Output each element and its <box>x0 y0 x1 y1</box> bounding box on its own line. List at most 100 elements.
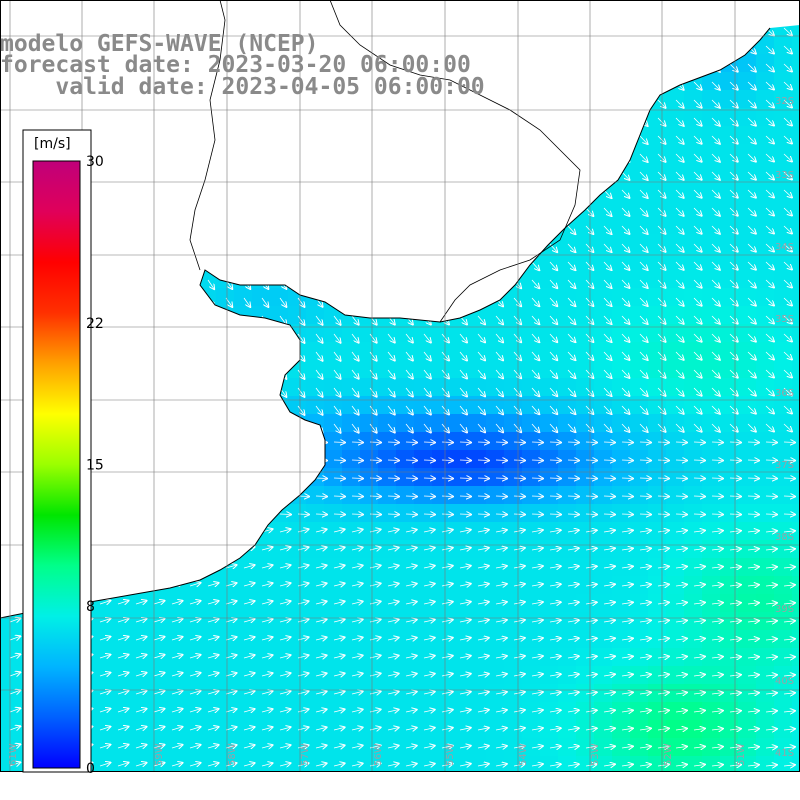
speed-cell <box>450 612 469 631</box>
speed-cell <box>342 666 361 685</box>
wind-arrow <box>441 460 453 461</box>
speed-cell <box>792 360 800 379</box>
wind-arrow <box>657 460 669 461</box>
speed-cell <box>540 288 559 307</box>
speed-cell <box>468 594 487 613</box>
latitude-label: 38S <box>775 532 794 543</box>
wind-arrow <box>549 478 561 479</box>
speed-cell <box>342 684 361 703</box>
speed-cell <box>378 486 397 505</box>
wind-arrow <box>513 496 525 497</box>
wind-arrow <box>621 478 633 479</box>
speed-cell <box>720 468 739 487</box>
speed-cell <box>720 540 739 559</box>
speed-cell <box>162 666 181 685</box>
speed-cell <box>342 504 361 523</box>
speed-cell <box>378 342 397 361</box>
wind-arrow <box>729 514 741 515</box>
speed-cell <box>756 486 775 505</box>
speed-cell <box>324 486 343 505</box>
speed-cell <box>540 522 559 541</box>
wind-arrow <box>657 478 669 479</box>
speed-cell <box>216 288 235 307</box>
speed-cell <box>252 666 271 685</box>
wind-arrow <box>621 514 633 515</box>
colorbar-unit: [m/s] <box>34 136 71 152</box>
wind-arrow <box>531 442 543 443</box>
speed-cell <box>792 126 800 145</box>
speed-cell <box>720 486 739 505</box>
speed-cell <box>144 720 163 739</box>
speed-cell <box>216 612 235 631</box>
speed-cell <box>360 414 379 433</box>
speed-cell <box>360 360 379 379</box>
speed-cell <box>702 432 721 451</box>
speed-cell <box>216 720 235 739</box>
speed-cell <box>522 450 541 469</box>
speed-cell <box>558 288 577 307</box>
speed-cell <box>54 774 73 793</box>
speed-cell <box>558 306 577 325</box>
wind-arrow <box>423 514 435 515</box>
speed-cell <box>216 738 235 757</box>
speed-cell <box>342 360 361 379</box>
speed-cell <box>576 432 595 451</box>
wind-arrow <box>603 496 615 497</box>
speed-cell <box>522 594 541 613</box>
speed-cell <box>486 540 505 559</box>
speed-cell <box>720 666 739 685</box>
wind-arrow <box>459 478 471 479</box>
speed-cell <box>756 612 775 631</box>
wind-arrow <box>315 478 327 479</box>
speed-cell <box>684 774 703 793</box>
speed-cell <box>558 270 577 289</box>
speed-cell <box>612 432 631 451</box>
speed-cell <box>594 774 613 793</box>
speed-cell <box>234 684 253 703</box>
wind-arrow <box>441 496 453 497</box>
speed-cell <box>270 612 289 631</box>
speed-cell <box>540 594 559 613</box>
speed-cell <box>468 432 487 451</box>
speed-cell <box>504 774 523 793</box>
speed-cell <box>288 648 307 667</box>
speed-cell <box>324 702 343 721</box>
speed-cell <box>378 396 397 415</box>
speed-cell <box>720 450 739 469</box>
speed-cell <box>612 486 631 505</box>
speed-cell <box>522 666 541 685</box>
speed-cell <box>738 576 757 595</box>
wind-arrow <box>765 514 777 515</box>
speed-cell <box>90 648 109 667</box>
speed-cell <box>234 666 253 685</box>
speed-cell <box>324 396 343 415</box>
speed-cell <box>378 540 397 559</box>
speed-cell <box>540 414 559 433</box>
speed-cell <box>558 738 577 757</box>
speed-cell <box>648 774 667 793</box>
speed-cell <box>468 648 487 667</box>
speed-cell <box>504 468 523 487</box>
speed-cell <box>126 630 145 649</box>
speed-cell <box>360 630 379 649</box>
wind-arrow <box>423 460 435 461</box>
speed-cell <box>306 486 325 505</box>
speed-cell <box>198 648 217 667</box>
speed-cell <box>342 468 361 487</box>
speed-cell <box>522 576 541 595</box>
speed-cell <box>378 576 397 595</box>
speed-cell <box>522 378 541 397</box>
speed-cell <box>558 396 577 415</box>
colorbar-tick-label: 22 <box>86 316 104 332</box>
speed-cell <box>738 666 757 685</box>
speed-cell <box>234 630 253 649</box>
speed-cell <box>486 594 505 613</box>
speed-cell <box>486 702 505 721</box>
speed-cell <box>396 666 415 685</box>
wind-arrow <box>783 478 795 479</box>
speed-cell <box>666 774 685 793</box>
speed-cell <box>630 792 649 800</box>
speed-cell <box>450 558 469 577</box>
speed-cell <box>468 576 487 595</box>
speed-cell <box>738 684 757 703</box>
